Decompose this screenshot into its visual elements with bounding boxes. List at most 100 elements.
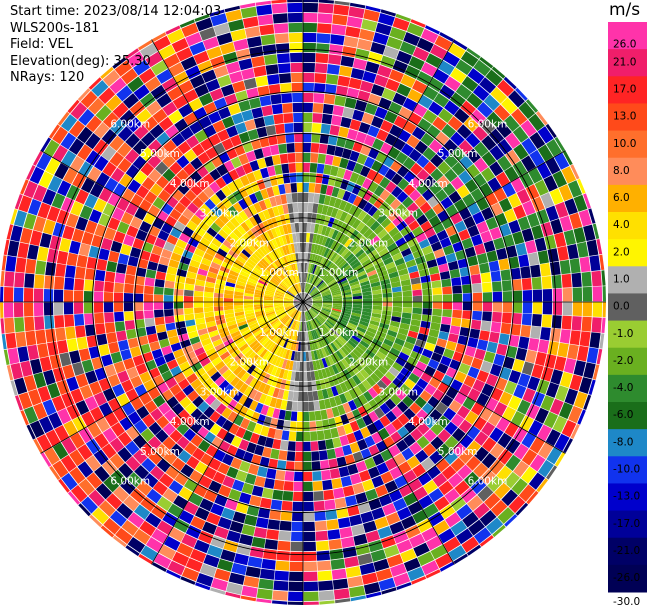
velocity-gate — [88, 346, 101, 359]
velocity-gate — [106, 332, 118, 344]
velocity-gate — [481, 453, 497, 469]
velocity-gate — [359, 340, 370, 349]
velocity-gate — [125, 164, 140, 179]
velocity-gate — [349, 442, 361, 454]
velocity-gate — [347, 463, 359, 475]
velocity-gate — [98, 500, 116, 517]
velocity-gate — [409, 402, 422, 415]
colorbar-swatch — [608, 239, 647, 267]
velocity-gate — [305, 311, 309, 321]
velocity-gate — [88, 489, 105, 507]
velocity-gate — [361, 572, 378, 585]
velocity-gate — [369, 235, 380, 246]
velocity-gate — [540, 192, 555, 209]
velocity-gate — [225, 342, 236, 351]
velocity-gate — [498, 333, 510, 346]
velocity-gate — [368, 411, 379, 423]
velocity-gate — [347, 575, 364, 588]
velocity-gate — [403, 32, 421, 46]
velocity-gate — [275, 308, 285, 313]
velocity-gate — [511, 313, 522, 325]
velocity-gate — [341, 235, 350, 246]
velocity-gate — [333, 198, 342, 209]
velocity-gate — [451, 162, 466, 176]
velocity-gate — [330, 558, 346, 570]
velocity-gate — [449, 268, 461, 279]
velocity-gate — [362, 178, 373, 190]
velocity-gate — [265, 125, 277, 136]
velocity-gate — [316, 540, 329, 551]
velocity-gate — [161, 389, 174, 402]
velocity-gate — [407, 202, 419, 214]
velocity-gate — [132, 140, 148, 155]
velocity-gate — [224, 289, 234, 295]
colorbar-tick: -8.0 — [613, 436, 634, 448]
velocity-gate — [257, 85, 270, 97]
velocity-gate — [254, 369, 263, 380]
velocity-gate — [237, 277, 247, 284]
velocity-gate — [297, 321, 300, 331]
velocity-gate — [182, 384, 195, 396]
velocity-gate — [287, 276, 293, 286]
colorbar-tick: 21.0 — [613, 56, 636, 68]
velocity-gate — [303, 162, 310, 173]
velocity-gate — [392, 92, 407, 106]
velocity-gate — [321, 469, 331, 481]
velocity-gate — [375, 243, 387, 253]
velocity-gate — [253, 391, 263, 402]
velocity-gate — [163, 241, 175, 252]
velocity-gate — [301, 292, 303, 302]
velocity-gate — [557, 342, 569, 358]
velocity-gate — [174, 314, 185, 323]
velocity-gate — [318, 327, 325, 336]
velocity-gate — [199, 357, 211, 367]
velocity-gate — [286, 223, 292, 234]
velocity-gate — [316, 430, 325, 441]
velocity-gate — [135, 327, 147, 338]
velocity-gate — [188, 492, 204, 507]
velocity-gate — [352, 302, 363, 305]
velocity-gate — [334, 95, 347, 107]
velocity-gate — [400, 317, 411, 325]
velocity-gate — [351, 312, 361, 318]
velocity-gate — [178, 449, 192, 464]
velocity-gate — [344, 269, 355, 277]
velocity-gate — [214, 360, 226, 371]
velocity-gate — [300, 311, 302, 322]
velocity-gate — [277, 205, 285, 216]
velocity-gate — [189, 259, 201, 268]
velocity-gate — [403, 120, 417, 134]
velocity-gate — [529, 132, 546, 149]
velocity-gate — [303, 302, 310, 310]
velocity-gate — [115, 527, 133, 545]
velocity-gate — [486, 341, 498, 354]
velocity-gate — [39, 232, 52, 248]
velocity-gate — [353, 397, 363, 409]
velocity-gate — [221, 407, 233, 419]
velocity-gate — [279, 73, 291, 84]
velocity-gate — [162, 436, 176, 450]
velocity-gate — [134, 465, 150, 480]
velocity-gate — [459, 327, 471, 337]
velocity-gate — [282, 224, 289, 235]
velocity-gate — [328, 280, 337, 287]
velocity-gate — [380, 142, 393, 155]
velocity-gate — [202, 377, 214, 389]
velocity-gate — [317, 440, 327, 451]
velocity-gate — [239, 383, 249, 394]
velocity-gate — [273, 303, 284, 306]
velocity-gate — [492, 291, 503, 302]
velocity-gate — [501, 489, 518, 507]
velocity-gate — [216, 391, 228, 403]
velocity-gate — [206, 366, 218, 377]
velocity-gate — [329, 548, 344, 560]
velocity-gate — [428, 139, 443, 154]
velocity-gate — [441, 465, 457, 480]
velocity-gate — [342, 46, 357, 58]
velocity-gate — [303, 62, 315, 73]
velocity-gate — [332, 105, 344, 117]
velocity-gate — [212, 120, 226, 133]
velocity-gate — [480, 320, 492, 332]
velocity-gate — [351, 261, 361, 270]
velocity-gate — [270, 499, 283, 511]
